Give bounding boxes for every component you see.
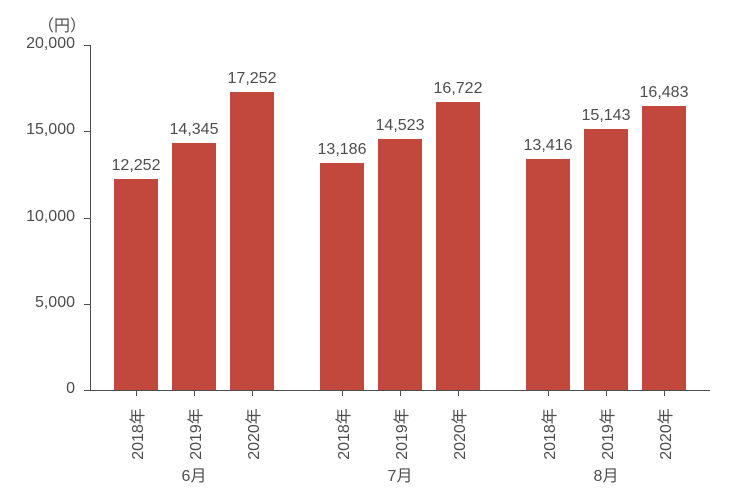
y-tick-mark [84,304,90,305]
x-year-label: 2018年 [124,408,148,460]
bar [230,92,274,390]
bar [436,102,480,390]
x-tick-mark [400,390,401,396]
x-year-label: 2019年 [594,408,618,460]
bar [584,129,628,390]
y-tick-mark [84,390,90,391]
bar [114,179,158,390]
x-year-label: 2019年 [388,408,412,460]
bar-value-label: 13,186 [318,141,367,159]
y-tick-mark [84,218,90,219]
y-tick-label: 5,000 [10,294,75,312]
bar-value-label: 14,523 [376,117,425,135]
y-axis-line [90,45,91,390]
bar-value-label: 17,252 [228,70,277,88]
x-month-label: 7月 [388,462,413,486]
x-tick-mark [194,390,195,396]
bar [172,143,216,390]
y-tick-label: 15,000 [10,121,75,139]
x-tick-mark [136,390,137,396]
bar-value-label: 13,416 [524,137,573,155]
x-year-label: 2019年 [182,408,206,460]
x-tick-mark [548,390,549,396]
y-tick-mark [84,131,90,132]
x-tick-mark [664,390,665,396]
x-month-label: 6月 [182,462,207,486]
bar-value-label: 14,345 [170,121,219,139]
bar [642,106,686,390]
bar [378,139,422,390]
x-month-label: 8月 [594,462,619,486]
x-year-label: 2020年 [446,408,470,460]
x-tick-mark [252,390,253,396]
x-year-label: 2020年 [652,408,676,460]
x-year-label: 2020年 [240,408,264,460]
x-year-label: 2018年 [536,408,560,460]
x-tick-mark [606,390,607,396]
bar-chart: （円） 0 5,000 10,000 15,000 20,000 12,252 14,34… [0,0,750,500]
y-axis-unit-label: （円） [38,12,86,36]
bar-value-label: 16,722 [434,80,483,98]
y-tick-label: 0 [10,380,75,398]
x-tick-mark [458,390,459,396]
y-tick-mark [84,45,90,46]
bar-value-label: 15,143 [582,107,631,125]
bar-value-label: 16,483 [640,84,689,102]
x-tick-mark [342,390,343,396]
bar [320,163,364,390]
y-tick-label: 20,000 [10,35,75,53]
x-year-label: 2018年 [330,408,354,460]
y-tick-label: 10,000 [10,208,75,226]
bar-value-label: 12,252 [112,157,161,175]
bar [526,159,570,390]
